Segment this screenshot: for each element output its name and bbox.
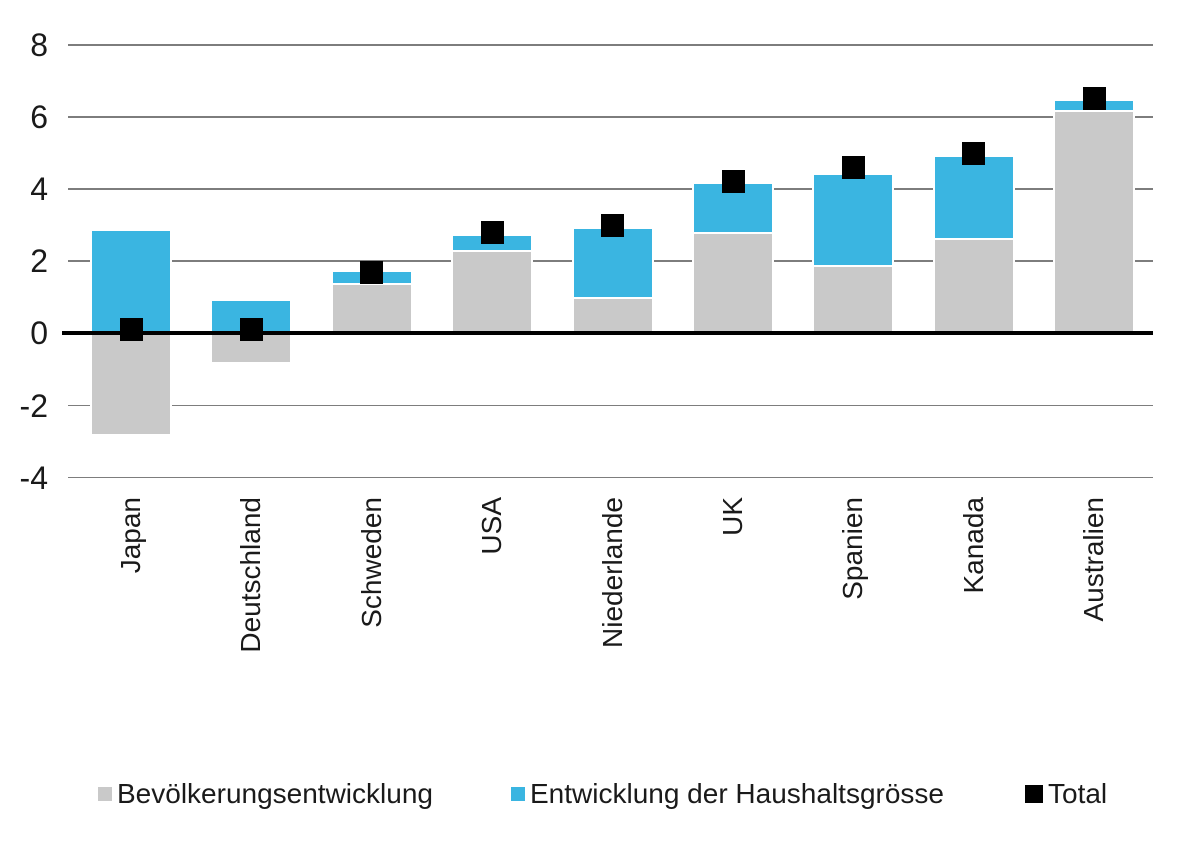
gridline: [68, 116, 1153, 118]
total-marker: [360, 260, 384, 284]
legend-item: Bevölkerungsentwicklung: [98, 778, 433, 809]
legend-label: Bevölkerungsentwicklung: [117, 778, 433, 809]
bar-segment-bevoelkerungsentwicklung: [571, 295, 654, 336]
bar-segment-bevoelkerungsentwicklung: [330, 280, 413, 336]
bar-segment-bevoelkerungsentwicklung: [90, 331, 172, 437]
x-category-label: Schweden: [355, 497, 387, 628]
total-marker: [721, 170, 745, 194]
bar-segment-haushaltsgroesse: [812, 172, 895, 267]
gridline: [68, 44, 1153, 46]
zero-axis-line: [62, 331, 1153, 336]
gridline: [68, 404, 1153, 407]
legend-label: Entwicklung der Haushaltsgrösse: [530, 778, 944, 809]
legend-swatch-icon: [511, 787, 525, 801]
total-marker: [841, 155, 865, 179]
x-category-label: Kanada: [957, 497, 989, 594]
x-category-label: Deutschland: [235, 497, 267, 653]
total-marker: [1082, 87, 1106, 111]
total-marker: [962, 141, 986, 165]
bar-segment-bevoelkerungsentwicklung: [692, 230, 774, 336]
bar-segment-bevoelkerungsentwicklung: [1053, 107, 1136, 336]
x-category-label: Spanien: [837, 497, 869, 600]
y-tick-label: 0: [30, 315, 48, 352]
bar-segment-haushaltsgroesse: [571, 226, 654, 300]
legend-item: Entwicklung der Haushaltsgrösse: [511, 778, 944, 809]
total-marker: [119, 318, 143, 342]
y-tick-label: 4: [30, 171, 48, 208]
total-marker: [601, 213, 625, 237]
plot-area: 8 6 4 2 0 -2 -4 Japan Deutschland Schweden USA Nied…: [19, 26, 1153, 653]
total-marker: [239, 318, 263, 342]
y-tick-label: 8: [30, 26, 48, 63]
bar-segment-haushaltsgroesse: [932, 154, 1015, 240]
bar-segment-haushaltsgroesse: [90, 228, 172, 336]
total-marker: [480, 220, 504, 244]
x-category-label: Niederlande: [596, 497, 628, 648]
y-tick-label: 2: [30, 243, 48, 280]
bar-segment-bevoelkerungsentwicklung: [932, 235, 1015, 336]
x-category-label: Australien: [1078, 497, 1110, 622]
x-category-label: Japan: [115, 497, 146, 574]
x-category-label: USA: [476, 497, 508, 555]
legend-swatch-icon: [98, 787, 112, 801]
legend-item: Total: [1025, 778, 1108, 809]
x-category-label: UK: [717, 497, 748, 536]
y-tick-label: -4: [19, 459, 48, 496]
y-tick-label: 6: [30, 98, 48, 135]
legend-swatch-icon: [1025, 785, 1043, 803]
gridline: [68, 188, 1153, 190]
bar-segment-bevoelkerungsentwicklung: [812, 262, 895, 336]
y-tick-label: -2: [19, 387, 48, 424]
legend-label: Total: [1048, 778, 1108, 809]
gridline: [68, 476, 1153, 479]
bar-segment-bevoelkerungsentwicklung: [451, 248, 534, 336]
